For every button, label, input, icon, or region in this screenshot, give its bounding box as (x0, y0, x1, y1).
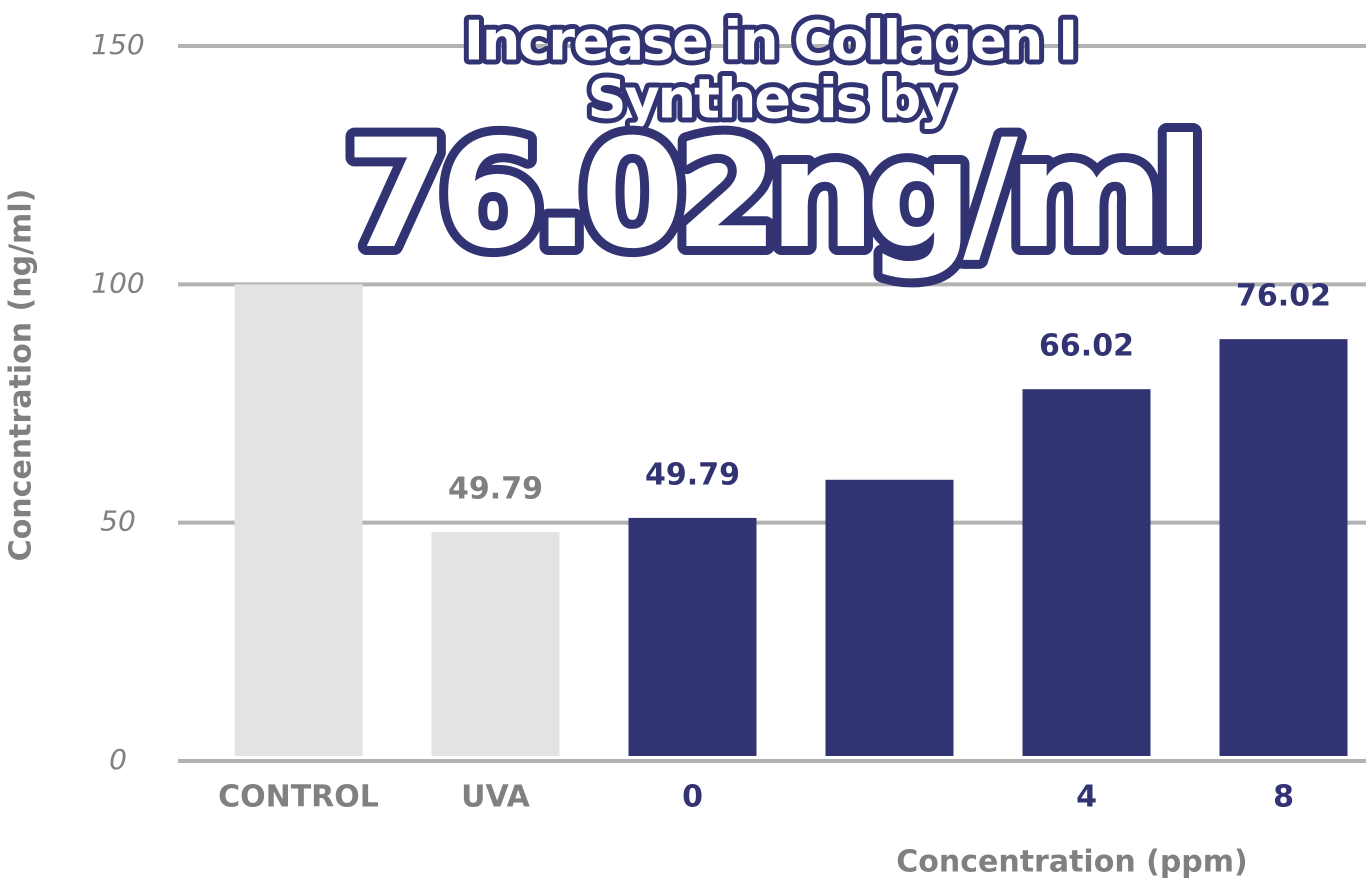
y-tick-label: 150 (91, 28, 144, 61)
chart-title: Increase in Collagen I (464, 10, 1076, 73)
bar (1219, 339, 1348, 756)
value-label: 49.79 (448, 472, 543, 507)
bar (431, 532, 560, 756)
x-tick-label: CONTROL (218, 780, 379, 815)
value-label: 76.02 (1236, 279, 1331, 314)
chart-title: Synthesis by (588, 68, 955, 131)
x-tick-label: UVA (461, 780, 531, 815)
bar (628, 517, 757, 756)
bar (1022, 389, 1151, 756)
y-tick-label: 0 (109, 743, 127, 776)
y-tick-label: 50 (100, 505, 136, 538)
value-label: 66.02 (1039, 329, 1134, 364)
y-tick-label: 100 (91, 266, 144, 299)
x-tick-label: 8 (1273, 780, 1294, 815)
bar (234, 284, 363, 756)
x-axis-label: Concentration (ppm) (896, 845, 1248, 880)
x-tick-label: 0 (682, 780, 703, 815)
x-tick-label: 4 (1076, 780, 1097, 815)
headline: 76.02ng/ml (344, 108, 1195, 282)
bar (825, 479, 954, 756)
y-axis-label: Concentration (ng/ml) (4, 189, 39, 562)
value-label: 49.79 (645, 457, 740, 492)
